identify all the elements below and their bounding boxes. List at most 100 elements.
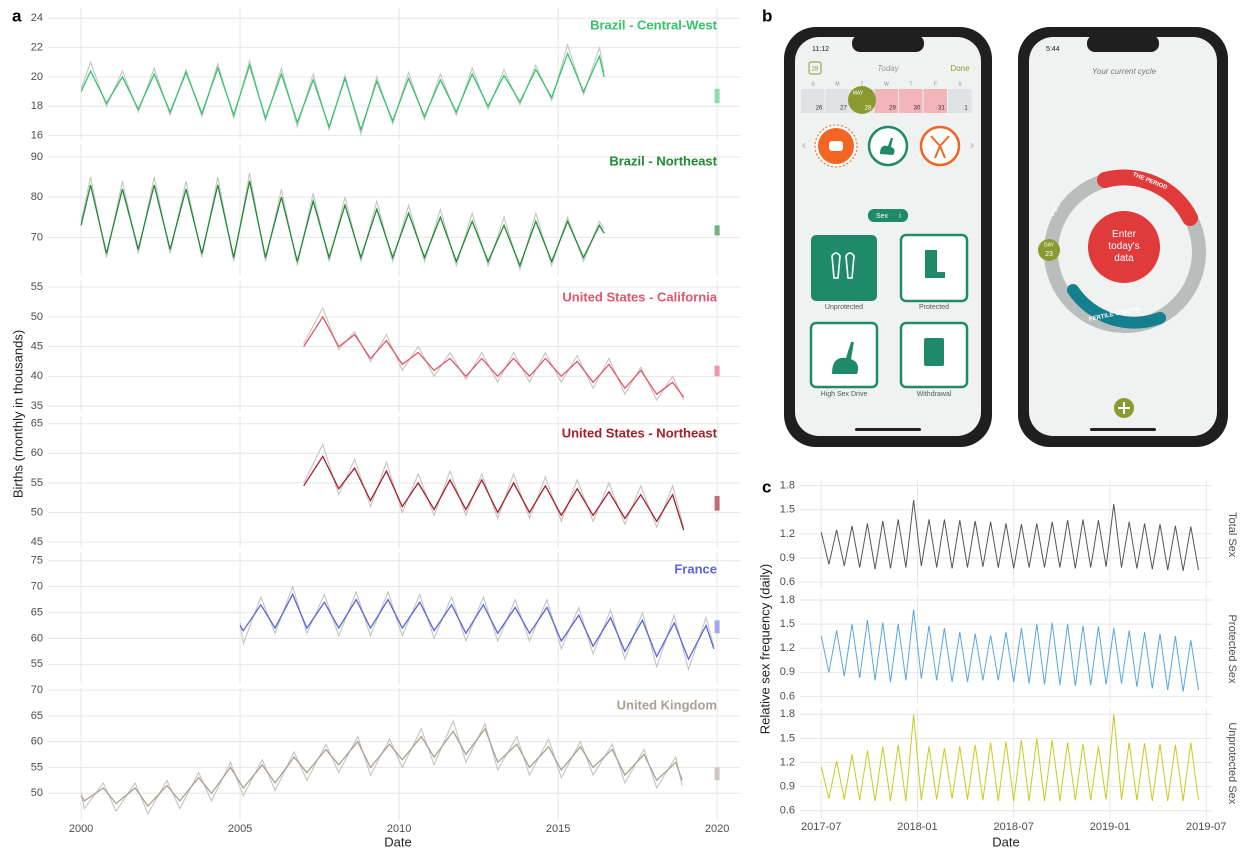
date-cell [948,89,972,113]
x-tick-label: 2019-01 [1090,821,1130,833]
day-label: DAY [1044,242,1055,248]
range-marker [714,620,720,634]
weekday: M [835,81,839,87]
y-tick-label: 70 [31,684,43,696]
range-marker [714,225,720,236]
series-line [239,592,715,661]
date[interactable]: 31 [938,106,945,112]
y-tick-label: 55 [31,281,43,293]
svg-text:‹: ‹ [802,138,806,152]
series-line [80,719,683,816]
y-tick-label: 65 [31,606,43,618]
svg-text:›: › [970,138,974,152]
weekday: F [934,81,937,87]
selected-day [848,86,876,114]
range-marker [714,365,720,377]
date[interactable]: 27 [840,106,847,112]
x-tick-label: 2018-01 [897,821,937,833]
x-tick-label: 2010 [387,823,411,835]
weekday: S [811,81,815,87]
panel-title: Brazil - Central-West [590,17,718,32]
x-tick-label: 2005 [228,823,252,835]
y-tick-label: 45 [31,341,43,353]
y-tick-label: 50 [31,506,43,518]
panel-letter: b [762,6,772,25]
y-tick-label: 20 [31,71,43,83]
y-tick-label: 1.5 [780,618,795,630]
series-line [820,500,1199,571]
y-tick-label: 16 [31,130,43,142]
header: Your current cycle [1092,67,1157,76]
panel-letter: a [12,6,22,25]
option-label: Withdrawal [917,391,952,398]
date[interactable]: 1 [964,106,968,112]
enter-data-line: Enter [1112,229,1137,240]
series-line [303,315,685,398]
range-marker [714,767,720,781]
option-tile[interactable] [809,321,879,389]
date: 28 [865,106,872,112]
option-tile[interactable] [811,235,877,301]
info-icon[interactable]: i [899,213,901,220]
phone-right: 5:44 Your current cycle THE PERIOD FERTI… [1018,27,1228,447]
date-cell [801,89,825,113]
weekday: W [884,81,889,87]
y-tick-label: 40 [31,370,43,382]
y-tick-label: 50 [31,787,43,799]
y-tick-label: 70 [31,231,43,243]
y-tick-label: 24 [31,12,43,24]
y-tick-label: 1.8 [780,480,795,492]
y-tick-label: 60 [31,447,43,459]
weekday: S [958,81,962,87]
done-button[interactable]: Done [950,64,970,73]
y-tick-label: 90 [31,151,43,163]
facet-label: Total Sex [1226,512,1238,558]
series-line [80,51,605,132]
facet-label: Unprotected Sex [1226,722,1238,804]
date[interactable]: 26 [816,106,823,112]
y-tick-label: 1.2 [780,528,795,540]
y-tick-label: 65 [31,710,43,722]
y-tick-label: 65 [31,418,43,430]
enter-data-line: data [1114,253,1134,264]
y-tick-label: 80 [31,191,43,203]
y-tick-label: 70 [31,581,43,593]
calendar-icon[interactable]: 28 [812,67,819,73]
day-number: 23 [1045,251,1053,258]
series-line [80,727,683,808]
facet-label: Protected Sex [1226,614,1238,684]
y-tick-label: 55 [31,658,43,670]
y-tick-label: 18 [31,100,43,112]
series-line [303,454,685,531]
y-tick-label: 1.5 [780,732,795,744]
option-label: Protected [919,304,949,311]
panel-letter: c [762,477,771,496]
date[interactable]: 29 [889,106,896,112]
option-label: Unprotected [825,304,863,311]
series-line [303,306,685,402]
status-time: 5:44 [1046,46,1060,53]
option-label: High Sex Drive [821,391,868,398]
y-tick-label: 35 [31,400,43,412]
pms-label: PMS [1051,203,1062,217]
y-tick-label: 1.2 [780,756,795,768]
y-tick-label: 0.9 [780,666,795,678]
date[interactable]: 30 [914,106,921,112]
month: MAY [853,90,864,96]
enter-data-label: Enter today's data [1108,229,1139,264]
y-tick-label: 45 [31,536,43,548]
y-tick-label: 75 [31,555,43,567]
x-tick-label: 2015 [546,823,570,835]
range-marker [714,495,720,511]
enter-data-button[interactable] [1088,211,1160,283]
y-axis-title: Relative sex frequency (daily) [757,564,772,735]
y-tick-label: 60 [31,632,43,644]
date-cell [899,89,923,113]
x-tick-label: 2017-07 [801,821,841,833]
panel-title: Brazil - Northeast [609,153,717,168]
y-tick-label: 0.6 [780,690,795,702]
x-tick-label: 2019-07 [1186,821,1226,833]
x-tick-label: 2000 [69,823,93,835]
series-line [820,714,1199,802]
